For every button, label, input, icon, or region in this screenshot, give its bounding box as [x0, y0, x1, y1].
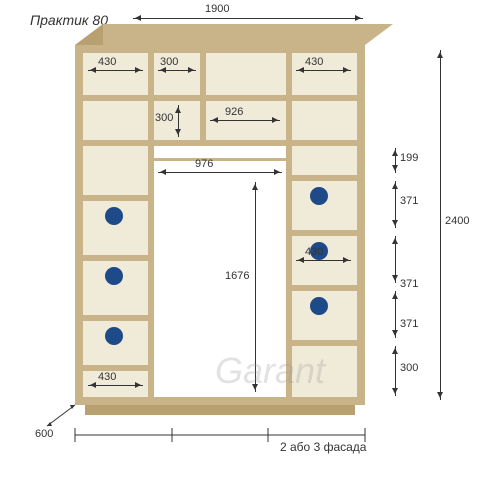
adjustable-dot	[310, 187, 328, 205]
dim-arrow	[296, 260, 351, 261]
dim-430-right: 430	[305, 56, 323, 68]
adjustable-dot	[105, 207, 123, 225]
dim-arrow	[210, 120, 280, 121]
dim-arrow	[395, 181, 396, 228]
adjustable-dot	[310, 297, 328, 315]
dim-199: 199	[400, 152, 418, 164]
dim-430-lb: 430	[98, 371, 116, 383]
dim-arrow	[133, 18, 363, 19]
dim-arrow	[255, 182, 256, 392]
dim-width: 1900	[205, 3, 229, 15]
dim-2400: 2400	[445, 215, 469, 227]
dim-arrow	[395, 346, 396, 396]
dim-300-mid: 300	[160, 56, 178, 68]
dim-arrow	[395, 236, 396, 283]
diagram-canvas: Практик 80	[0, 0, 500, 500]
dim-arrow	[440, 50, 441, 400]
cabinet-body	[0, 0, 500, 500]
dim-arrow	[158, 70, 196, 71]
dim-371b: 371	[400, 278, 418, 290]
dim-600: 600	[35, 428, 53, 440]
dim-1676: 1676	[225, 270, 249, 282]
dim-arrow	[395, 291, 396, 338]
dim-430-rm: 430	[305, 246, 323, 258]
dim-arrow	[395, 148, 396, 173]
dim-430-left: 430	[98, 56, 116, 68]
dim-371c: 371	[400, 318, 418, 330]
dim-926: 926	[225, 106, 243, 118]
footer-note: 2 або 3 фасада	[280, 440, 366, 454]
dim-300-h: 300	[155, 112, 173, 124]
dim-976: 976	[195, 158, 213, 170]
adjustable-dot	[105, 267, 123, 285]
dim-arrow	[178, 105, 179, 137]
dim-arrow	[158, 172, 282, 173]
dim-arrow	[296, 70, 351, 71]
dim-371a: 371	[400, 195, 418, 207]
dim-300-rb: 300	[400, 362, 418, 374]
dim-arrow	[88, 385, 143, 386]
dim-arrow	[88, 70, 143, 71]
adjustable-dot	[105, 327, 123, 345]
